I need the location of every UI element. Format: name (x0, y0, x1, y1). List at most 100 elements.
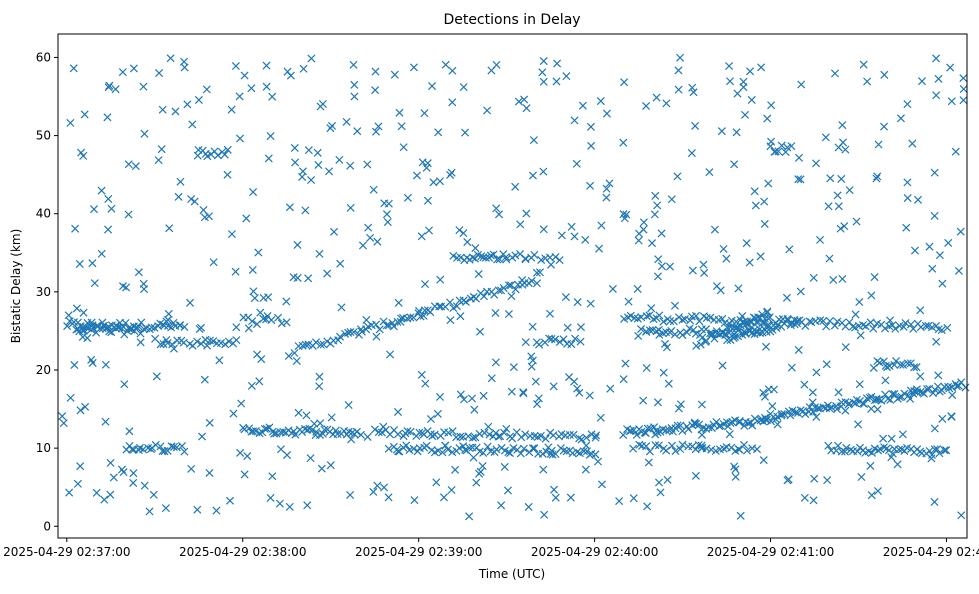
short-tracks-point (477, 252, 486, 261)
clutter-point (751, 201, 760, 210)
clutter-point (859, 60, 868, 69)
track-near-25km-point (866, 318, 875, 327)
clutter-point (674, 404, 683, 413)
track-near-25km-point (861, 322, 870, 331)
track-rising-22-to-31km-point (426, 308, 435, 317)
clutter-point (855, 380, 864, 389)
clutter-point (873, 487, 882, 496)
clutter-point (154, 156, 163, 165)
track-near-12km-point (448, 427, 457, 436)
clutter-point (533, 400, 542, 409)
track-near-10km-point (438, 448, 447, 457)
clutter-point (236, 134, 245, 143)
clutter-point (851, 310, 860, 319)
clutter-point (303, 501, 312, 510)
clutter-point (103, 113, 112, 122)
track-near-12km-point (791, 408, 800, 417)
clutter-point (236, 448, 245, 457)
clutter-point (479, 391, 488, 400)
short-tracks-point (213, 151, 222, 160)
track-near-25km-point (115, 323, 124, 332)
clutter-point (198, 432, 207, 441)
track-near-10km-point (753, 445, 762, 454)
clutter-point (596, 413, 605, 422)
clutter-point (323, 269, 332, 278)
clutter-point (539, 57, 548, 66)
short-tracks-point (555, 256, 564, 265)
clutter-point (841, 406, 850, 415)
track-rising-22-to-31km-point (505, 281, 514, 290)
track-rising-22-to-31km-point (406, 313, 415, 322)
clutter-point (118, 68, 127, 77)
clutter-point (718, 361, 727, 370)
track-near-12km-point (650, 423, 659, 432)
track-near-25km-point (89, 323, 98, 332)
clutter-point (366, 233, 375, 242)
clutter-point (104, 225, 113, 234)
clutter-point (928, 264, 937, 273)
short-tracks-point (495, 255, 504, 264)
short-tracks-point (282, 318, 291, 327)
clutter-point (487, 66, 496, 75)
clutter-point (426, 414, 435, 424)
track-rising-22-to-31km-point (494, 286, 503, 295)
track-near-25km-point (754, 313, 763, 322)
track-rising-22-to-31km-point (301, 340, 310, 349)
short-tracks-point (193, 337, 202, 346)
track-rising-22-to-31km-point (372, 320, 381, 329)
clutter-point (491, 308, 500, 318)
clutter-point (382, 210, 391, 219)
clutter-point (129, 469, 138, 478)
short-tracks-point (502, 255, 511, 264)
clutter-point (131, 162, 140, 171)
clutter-point (124, 210, 133, 219)
track-near-25km-point (783, 316, 792, 325)
clutter-point (129, 478, 138, 487)
short-tracks-point (774, 147, 783, 156)
clutter-point (306, 454, 315, 463)
track-near-12km-point (255, 429, 264, 438)
track-near-25km-point (176, 321, 185, 330)
clutter-point (796, 175, 805, 184)
clutter-point (794, 153, 804, 162)
clutter-point (565, 373, 574, 382)
clutter-point (72, 304, 81, 313)
clutter-point (896, 114, 905, 123)
clutter-point (369, 487, 378, 496)
clutter-point (773, 420, 782, 429)
clutter-point (503, 486, 512, 495)
clutter-point (587, 141, 596, 150)
clutter-point (448, 66, 457, 75)
track-near-25km-point (670, 330, 679, 339)
clutter-point (938, 414, 947, 423)
track-near-25km-point (723, 336, 732, 345)
clutter-point (190, 197, 199, 206)
clutter-point (620, 214, 629, 223)
track-near-12km-point (735, 418, 744, 427)
clutter-point (596, 97, 605, 106)
x-axis-label: Time (UTC) (478, 567, 545, 581)
clutter-point (494, 210, 504, 219)
track-near-25km-point (790, 320, 799, 329)
track-near-10km-point (506, 449, 515, 458)
track-near-12km-point (352, 427, 361, 436)
track-near-10km-point (402, 441, 411, 450)
clutter-point (855, 298, 864, 307)
short-tracks-point (252, 320, 262, 329)
track-near-12km-point (393, 430, 402, 439)
track-near-12km-point (874, 395, 884, 404)
clutter-point (557, 231, 566, 240)
clutter-point (304, 146, 313, 155)
short-tracks-point (221, 340, 230, 349)
clutter-point (107, 204, 116, 213)
track-near-10km-point (642, 442, 651, 451)
clutter-point (935, 251, 944, 260)
clutter-point (180, 63, 189, 72)
track-near-25km-point (698, 333, 707, 342)
clutter-point (203, 341, 212, 350)
clutter-point (852, 217, 861, 226)
clutter-point (294, 408, 303, 417)
track-near-10km-point (455, 444, 464, 453)
clutter-point (653, 201, 662, 210)
